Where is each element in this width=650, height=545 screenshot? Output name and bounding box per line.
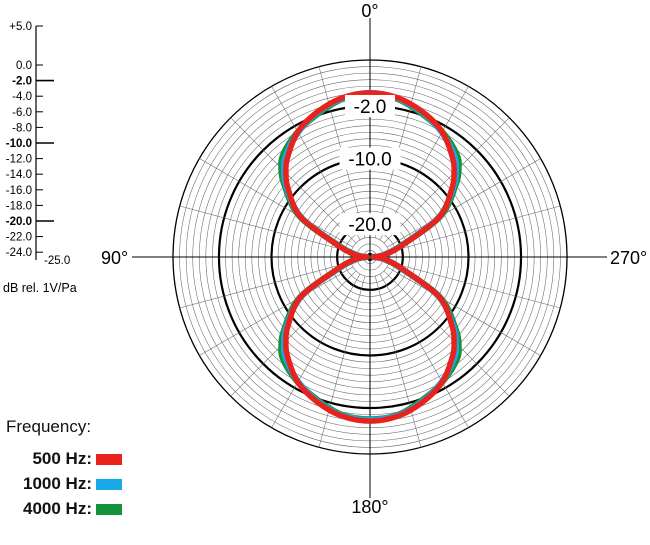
grid-spoke [388, 261, 561, 309]
polar-curves [278, 89, 462, 424]
scale-tick-label: -8.0 [12, 122, 32, 134]
radial-label-bg [339, 213, 401, 236]
legend-item: 4000 Hz: [0, 499, 122, 519]
legend-swatch [96, 479, 122, 490]
scale-tick-label: 0.0 [16, 60, 32, 72]
radial-labels: -2.0 -10.0 -20.0 [339, 94, 401, 236]
angle-label: 90° [101, 248, 128, 268]
grid-spoke [318, 275, 366, 448]
legend-title: Frequency: [6, 417, 92, 436]
scale-tick-label: -18.0 [6, 200, 32, 212]
scale-tick-label: -24.0 [6, 247, 32, 259]
db-scale: +5.0 0.0 -2.0 -4.0 -6.0 -8.0 -10.0 -12.0 -14.0 -1… [3, 21, 77, 295]
radial-label: -20.0 [348, 215, 391, 236]
legend-swatch [96, 504, 122, 515]
grid-spoke [199, 266, 354, 356]
grid-spoke [374, 275, 422, 448]
grid-spoke [388, 205, 561, 253]
grid-spoke [386, 158, 541, 248]
legend-label: 500 Hz: [32, 449, 92, 468]
scale-tick-label: -20.0 [6, 216, 32, 228]
radial-label-bg [339, 147, 401, 170]
scale-tick-label: -22.0 [6, 232, 32, 244]
grid-spoke [199, 158, 354, 248]
grid-spoke [383, 270, 510, 397]
legend-item: 1000 Hz: [0, 474, 122, 494]
radial-label: -10.0 [348, 150, 391, 171]
radial-label: -2.0 [354, 97, 387, 118]
series-line-500hz [283, 90, 457, 424]
grid-spoke [271, 273, 361, 428]
scale-tick-label: +5.0 [9, 21, 32, 33]
grid-spoke [179, 261, 352, 309]
scale-tick-label: -25.0 [44, 255, 70, 267]
legend-label: 1000 Hz: [23, 474, 92, 493]
radial-label-bg [345, 94, 395, 117]
angle-label: 270° [610, 248, 647, 268]
legend-label: 4000 Hz: [23, 499, 92, 518]
scale-tick-label: -6.0 [12, 107, 32, 119]
scale-tick-label: -12.0 [6, 154, 32, 166]
angle-label: 180° [351, 497, 388, 517]
angle-labels: 0° 90° 180° 270° [101, 1, 647, 517]
grid-spoke [386, 266, 541, 356]
scale-tick-label: -4.0 [12, 91, 32, 103]
grid-spoke [179, 205, 352, 253]
scale-tick-label: -2.0 [12, 76, 32, 88]
grid-spoke [230, 270, 357, 397]
scale-tick-label: -14.0 [6, 169, 32, 181]
grid-spoke [383, 117, 510, 244]
scale-tick-label: -10.0 [6, 138, 32, 150]
grid-spoke [379, 273, 469, 428]
scale-unit-label: dB rel. 1V/Pa [3, 281, 77, 295]
scale-tick-label: -16.0 [6, 185, 32, 197]
grid-spoke [230, 117, 357, 244]
angle-label: 0° [361, 1, 378, 21]
legend-swatch [96, 454, 122, 465]
legend-item: 500 Hz: [0, 449, 122, 469]
